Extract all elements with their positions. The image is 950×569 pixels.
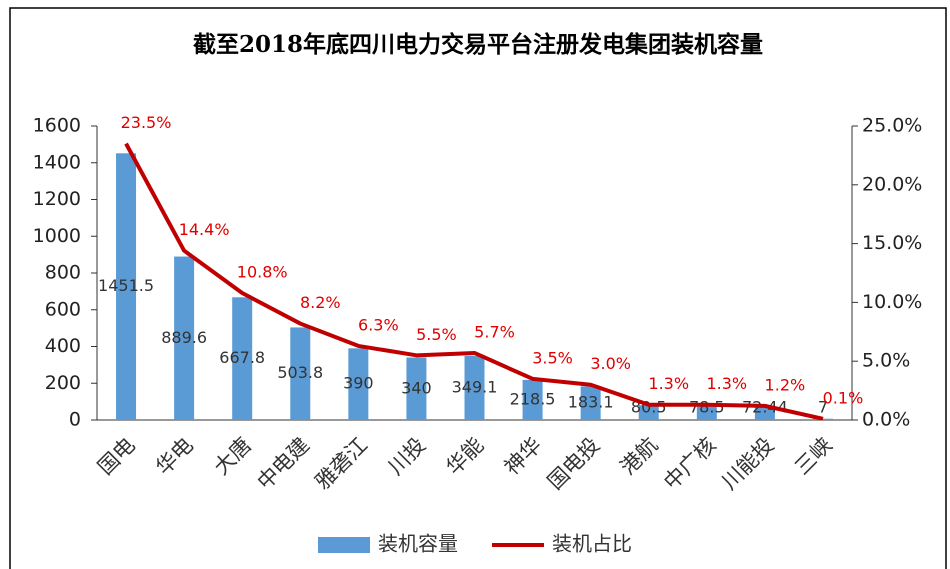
bar (812, 418, 833, 420)
y-tick-label: 200 (45, 372, 81, 394)
y-tick-label: 1600 (33, 115, 81, 137)
y2-tick-label: 15.0% (862, 232, 922, 254)
bar (464, 355, 485, 420)
x-tick-label: 三峡 (790, 433, 837, 480)
x-tick-label: 国电 (93, 433, 140, 480)
bar-label: 183.1 (568, 393, 614, 412)
line-label: 1.2% (765, 375, 806, 394)
line-label: 1.3% (706, 374, 747, 393)
x-tick-label: 川能投 (717, 433, 779, 495)
y-tick-label: 600 (45, 298, 81, 320)
line-label: 23.5% (121, 113, 172, 132)
line-label: 1.3% (648, 374, 689, 393)
bar (580, 386, 601, 420)
line-label: 5.5% (416, 325, 457, 344)
bar (754, 406, 775, 420)
bar-label: 503.8 (277, 363, 323, 382)
bar (522, 379, 543, 420)
line-label: 5.7% (474, 322, 515, 341)
line-label: 0.1% (823, 388, 864, 407)
y2-tick-label: 0.0% (862, 409, 910, 431)
legend-swatch (318, 537, 370, 553)
bar-label: 889.6 (161, 328, 207, 347)
bar-label: 340 (401, 378, 432, 397)
y-tick-label: 400 (45, 335, 81, 357)
x-tick-label: 港航 (616, 433, 663, 480)
x-tick-label: 川投 (384, 433, 431, 480)
y-tick-label: 1400 (33, 151, 81, 173)
bar-label: 349.1 (452, 377, 498, 396)
y2-tick-label: 20.0% (862, 173, 922, 195)
bar (232, 297, 253, 420)
chart-title: 截至2018年底四川电力交易平台注册发电集团装机容量 (193, 31, 763, 58)
x-tick-label: 国电投 (543, 433, 605, 495)
bar-label: 7 (818, 398, 828, 417)
line-label: 3.0% (590, 354, 631, 373)
bar-label: 1451.5 (98, 276, 154, 295)
bar-label: 78.5 (689, 398, 725, 417)
bar-label: 667.8 (219, 348, 265, 367)
x-tick-label: 中广核 (659, 433, 721, 495)
x-tick-label: 大唐 (209, 433, 256, 480)
y-tick-label: 1000 (33, 225, 81, 247)
bar (290, 327, 311, 420)
line-label: 8.2% (300, 293, 341, 312)
bar (116, 153, 137, 421)
bar (174, 256, 195, 420)
legend-label: 装机容量 (378, 532, 458, 556)
x-tick-label: 雅砻江 (311, 433, 373, 495)
y2-tick-label: 5.0% (862, 350, 910, 372)
bar (348, 348, 369, 420)
x-tick-label: 中电建 (253, 433, 315, 495)
line-label: 14.4% (179, 220, 230, 239)
y-tick-label: 1200 (33, 188, 81, 210)
y2-tick-label: 10.0% (862, 291, 922, 313)
x-tick-label: 华能 (442, 433, 489, 480)
line-label: 6.3% (358, 315, 399, 334)
legend-label: 装机占比 (552, 532, 632, 556)
bar (406, 357, 427, 420)
bar (638, 405, 659, 420)
y-tick-label: 800 (45, 262, 81, 284)
y2-tick-label: 25.0% (862, 115, 922, 137)
x-tick-label: 神华 (500, 433, 547, 480)
line (124, 142, 824, 421)
y-tick-label: 0 (69, 409, 81, 431)
line-label: 3.5% (532, 348, 573, 367)
bar-label: 390 (343, 374, 374, 393)
line-label: 10.8% (237, 262, 288, 281)
bar (696, 405, 717, 420)
x-tick-label: 华电 (151, 433, 198, 480)
frame (9, 7, 947, 569)
bar-label: 218.5 (510, 389, 556, 408)
